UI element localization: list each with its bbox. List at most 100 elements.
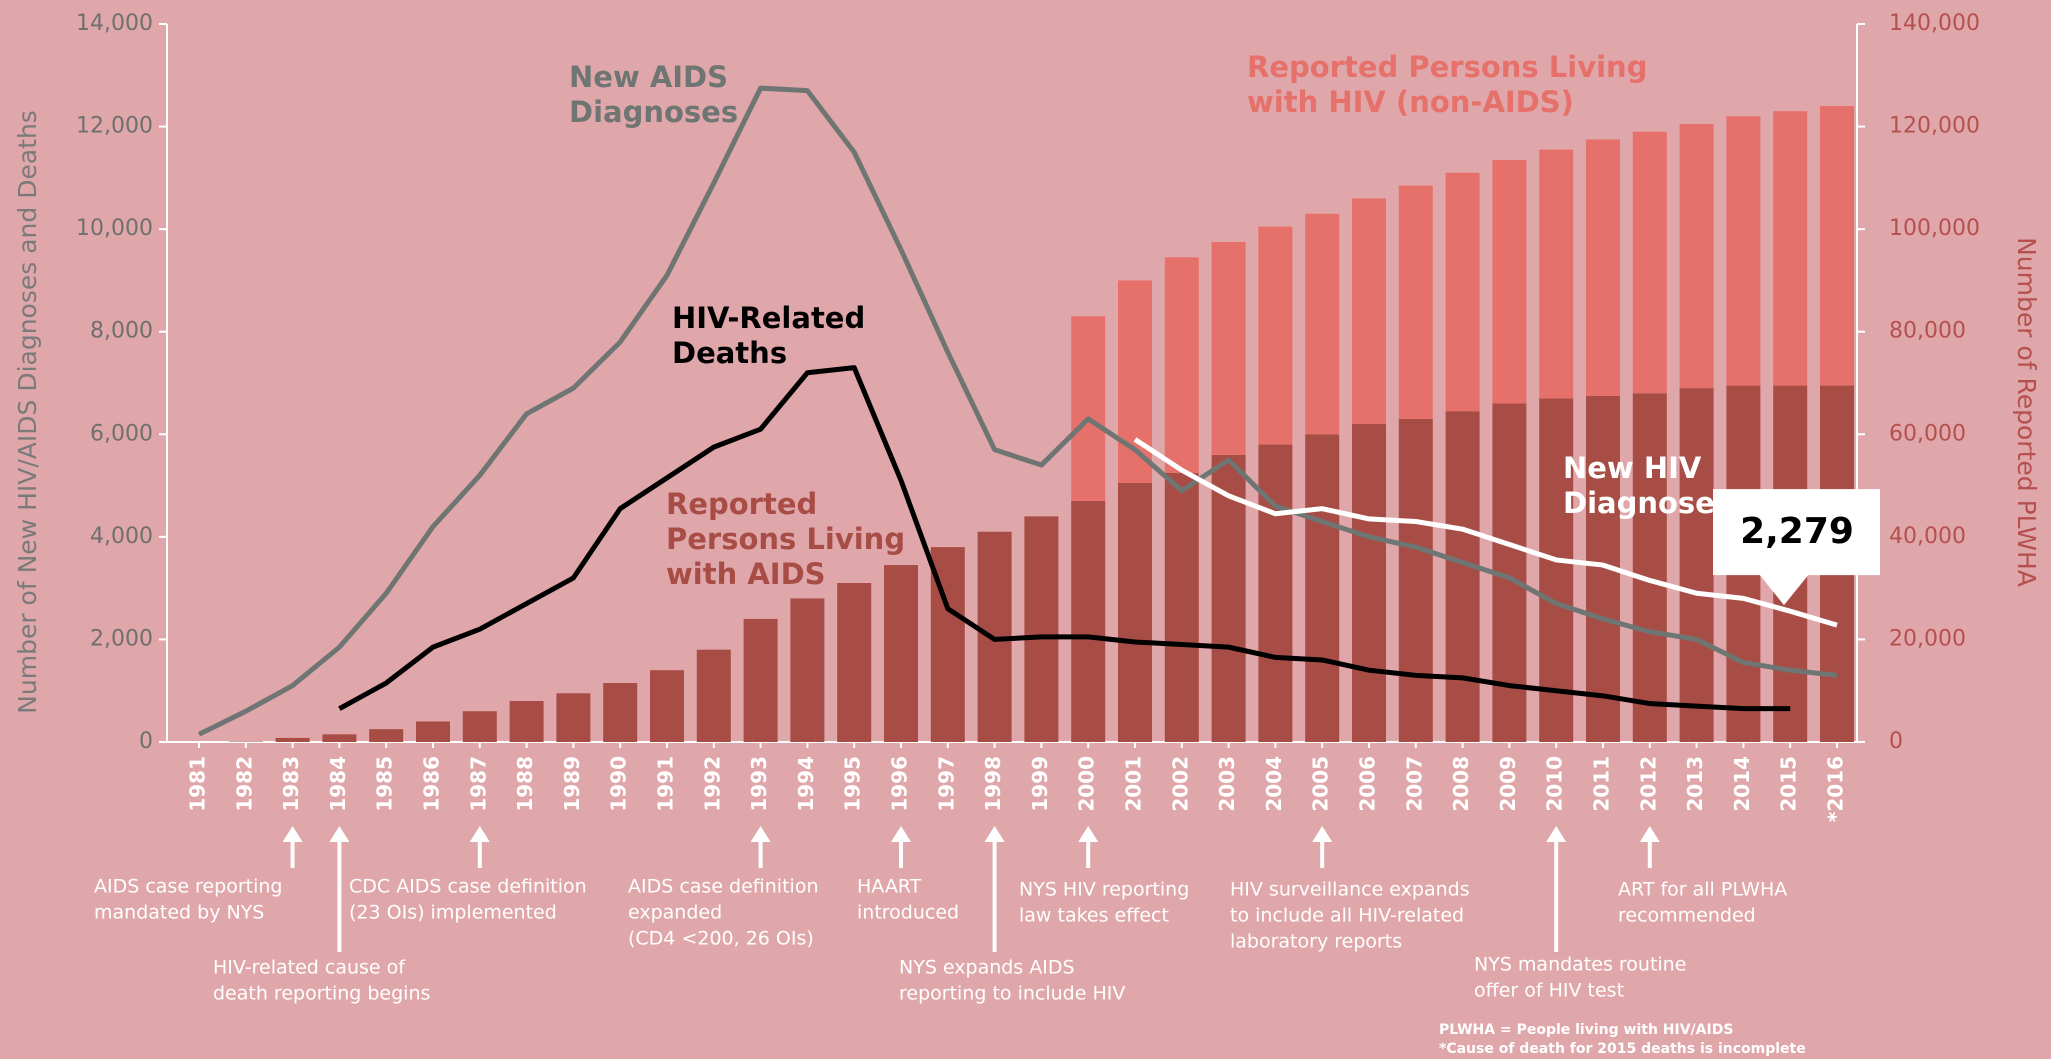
y2-tick-label: 60,000 [1889,421,1966,446]
x-tick-label: 1996 [888,756,912,812]
annotation: NYS HIV reporting [1019,879,1189,901]
bar [790,598,825,742]
x-tick-label: 2008 [1449,756,1473,812]
x-tick-label: 1990 [607,756,631,812]
x-tick-label: 1982 [232,756,256,812]
bar [509,700,544,742]
series-label: New AIDS Diagnoses [569,60,739,129]
x-tick-label: 1984 [326,756,350,812]
annotation-arrowhead [1312,826,1333,842]
annotation: NYS mandates routine [1474,954,1686,976]
annotation: CDC AIDS case definition [349,876,587,898]
annotation-arrowhead [891,826,911,842]
series-label: New HIV Diagnoses [1563,451,1733,520]
bar [1539,149,1574,399]
annotation: HAART [857,876,922,898]
line [338,365,1791,712]
bar [1398,185,1433,419]
bar [1071,316,1106,501]
line [197,85,1838,737]
x-tick-label: 1997 [934,756,958,812]
y-tick-label: 8,000 [90,319,153,344]
annotation-arrowhead [469,826,490,842]
bar [1586,139,1620,396]
bar [696,649,731,742]
x-tick-label: 2005 [1309,756,1333,812]
bar [1305,213,1340,435]
x-tick-label: 1988 [513,756,537,812]
annotation-arrowhead [1078,826,1099,842]
bar [1492,159,1527,404]
y2-tick-label: 20,000 [1889,626,1966,651]
annotation: expanded [628,902,722,924]
annotation: to include all HIV-related [1230,905,1464,927]
bar [1118,483,1152,742]
bar [1726,116,1761,386]
bar [1164,472,1199,742]
annotation: introduced [857,902,959,924]
annotation-arrowhead [750,826,771,842]
annotation: HIV-related cause of [213,957,406,979]
y-tick-label: 0 [139,729,153,754]
bar [884,565,918,742]
bar [1164,257,1199,473]
bar [1445,411,1480,742]
annotation: (23 OIs) implemented [349,902,557,924]
y-tick-label: 12,000 [76,114,153,139]
annotation: offer of HIV test [1474,980,1624,1002]
x-tick-label: 2015 [1777,756,1801,812]
value-label: 2,279 [1740,511,1854,552]
x-tick-label: 1999 [1028,756,1052,812]
x-tick-label: 2011 [1590,756,1614,812]
bar [416,721,450,742]
annotation: death reporting begins [213,983,430,1005]
bar [1352,424,1386,742]
bar [1258,226,1293,445]
x-tick-label: 2014 [1730,756,1754,812]
x-tick-label: 1987 [466,756,490,812]
annotation-arrowhead [329,826,350,842]
bar [743,618,778,742]
bar [1820,106,1854,386]
series-label: Reported Persons Living with HIV (non-AI… [1247,50,1648,119]
bar [1211,241,1246,455]
line [1133,437,1838,628]
bar [556,693,591,742]
series-label: HIV-Related Deaths [672,301,866,370]
annotation: AIDS case definition [628,876,818,898]
x-tick-label: 1994 [794,756,818,812]
y2-tick-label: 100,000 [1889,216,1980,241]
x-tick-label: 1981 [186,756,210,812]
x-tick-label: 1993 [747,756,771,812]
y2-tick-label: 80,000 [1889,319,1966,344]
y2-tick-label: 140,000 [1889,11,1980,36]
footnote: *Cause of death for 2015 deaths is incom… [1439,1041,1806,1057]
y2-axis-label: Number of Reported PLWHA [2012,237,2041,587]
annotation-arrowhead [282,826,303,842]
x-tick-label: 2006 [1356,756,1380,812]
series-label: Reported Persons Living with AIDS [666,487,906,591]
x-tick-label: 2003 [1215,756,1239,812]
annotation-arrowhead [1639,826,1660,842]
x-tick-label: 1983 [279,756,303,812]
bar [1632,393,1667,742]
bar [1679,388,1714,742]
bar [1258,444,1293,742]
y2-tick-label: 0 [1889,729,1903,754]
bar [1305,434,1340,742]
bar [650,670,684,742]
bar [1352,198,1386,425]
y-tick-label: 2,000 [90,626,153,651]
y-tick-label: 4,000 [90,524,153,549]
bar [275,737,310,742]
bar [1632,131,1667,394]
annotation: AIDS case reporting [94,876,282,898]
annotation: recommended [1618,905,1756,927]
annotation: (CD4 <200, 26 OIs) [628,928,814,950]
x-tick-label: 2007 [1402,756,1426,812]
bar [1539,398,1574,742]
y-tick-label: 10,000 [76,216,153,241]
annotation: laboratory reports [1230,931,1402,953]
y2-tick-label: 120,000 [1889,114,1980,139]
